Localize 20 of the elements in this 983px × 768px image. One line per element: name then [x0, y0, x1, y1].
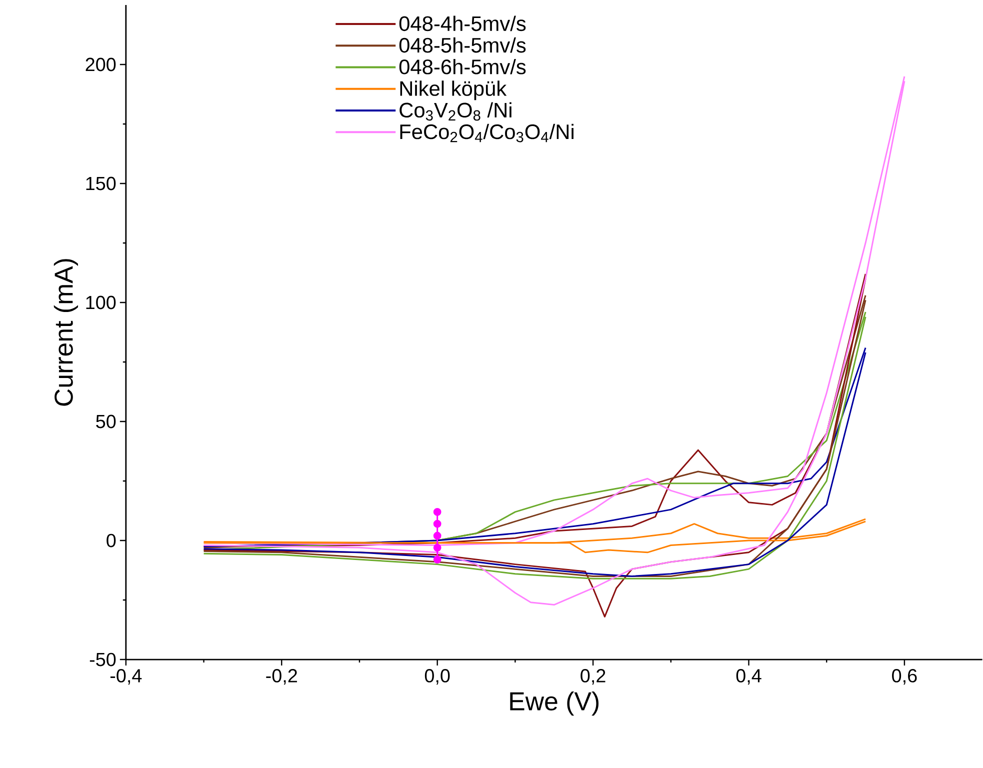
y-axis-title: Current (mA) — [54, 258, 78, 406]
x-tick-label: -0,4 — [110, 668, 142, 684]
x-tick-label: 0,4 — [736, 668, 762, 684]
legend-label: 048-5h-5mv/s — [399, 37, 526, 52]
legend-label: Nikel köpük — [400, 80, 507, 100]
y-tick-label: 0 — [106, 534, 116, 547]
y-tick-label: -50 — [90, 652, 116, 666]
x-tick-label: 0,2 — [580, 668, 606, 684]
x-axis-title: Ewe (V) — [510, 691, 598, 716]
legend-label: 048-6h-5mv/s — [399, 58, 526, 74]
x-tick-label: 0,6 — [892, 668, 917, 684]
y-tick-label: 150 — [86, 176, 116, 190]
legend-label: Co$_{3}$V$_{2}$O$_{8}$ /Ni — [400, 102, 512, 120]
y-tick-label: 200 — [86, 58, 116, 71]
x-tick-label: 0,0 — [424, 668, 450, 684]
text: FeCo$_{2}$O$_{4}$/Co$_{3}$O$_{4}$/Ni — [400, 124, 574, 142]
x-tick-label: -0,2 — [266, 668, 297, 684]
y-tick-label: 50 — [96, 414, 116, 428]
legend-label: 048-4h-5mv/s — [399, 15, 526, 31]
y-tick-label: 100 — [86, 296, 116, 309]
